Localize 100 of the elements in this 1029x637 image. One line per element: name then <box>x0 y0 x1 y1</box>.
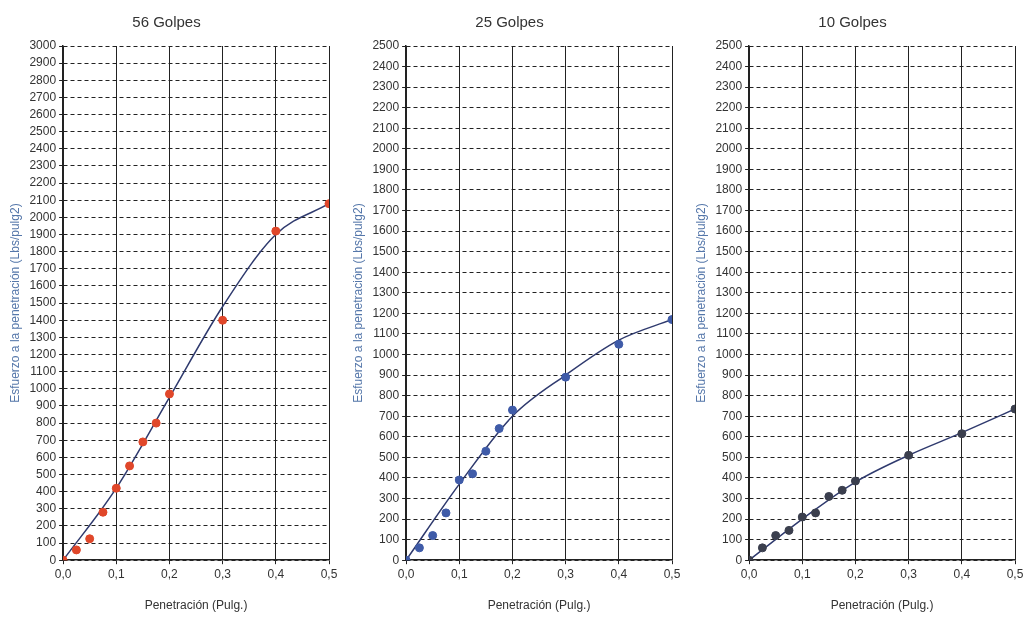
y-tick-label: 800 <box>36 415 57 430</box>
x-axis-title: Penetración (Pulg.) <box>487 598 591 613</box>
y-tick-label: 1600 <box>715 223 743 238</box>
y-tick-label: 2500 <box>715 38 743 53</box>
point <box>771 531 781 541</box>
point <box>614 339 624 349</box>
point <box>85 534 95 544</box>
y-tick-label: 900 <box>36 398 57 413</box>
point <box>507 405 517 415</box>
x-axis-title: Penetración (Pulg.) <box>830 598 934 613</box>
y-tick-label: 2300 <box>715 79 743 94</box>
y-tick-label: 2500 <box>29 124 57 139</box>
y-tick-label: 1000 <box>29 381 57 396</box>
y-tick-label: 2300 <box>29 158 57 173</box>
point <box>441 508 451 518</box>
y-tick-label: 2400 <box>372 58 400 73</box>
point <box>561 372 571 382</box>
point <box>111 483 121 493</box>
y-tick-label: 1800 <box>715 182 743 197</box>
point <box>757 543 767 553</box>
point <box>138 437 148 447</box>
y-tick-label: 2100 <box>715 120 743 135</box>
y-tick-label: 1200 <box>372 305 400 320</box>
y-tick-label: 100 <box>379 531 400 546</box>
y-tick-label: 900 <box>379 367 400 382</box>
y-tick-label: 1800 <box>372 182 400 197</box>
point <box>151 418 161 428</box>
y-tick-label: 700 <box>722 408 743 423</box>
y-tick-label: 200 <box>36 518 57 533</box>
x-tick-label: 0,0 <box>54 566 72 581</box>
point <box>271 226 281 236</box>
y-tick-label: 1100 <box>373 326 400 341</box>
x-tick-label: 0,2 <box>161 566 179 581</box>
point <box>454 475 464 485</box>
point <box>494 424 504 434</box>
y-tick-label: 1100 <box>716 326 743 341</box>
point <box>428 531 438 541</box>
y-tick-label: 0 <box>392 552 400 567</box>
y-tick-label: 300 <box>722 490 743 505</box>
x-tick-label: 0,3 <box>900 566 918 581</box>
y-tick-label: 2600 <box>29 106 57 121</box>
y-tick-label: 1300 <box>29 329 57 344</box>
x-tick-label: 0,4 <box>267 566 285 581</box>
x-tick-label: 0,4 <box>610 566 628 581</box>
y-tick-label: 1300 <box>715 285 743 300</box>
y-tick-label: 300 <box>379 490 400 505</box>
x-tick-label: 0,3 <box>557 566 575 581</box>
x-tick-label: 0,5 <box>1006 566 1024 581</box>
y-tick-label: 1500 <box>29 295 57 310</box>
y-tick-label: 0 <box>735 552 743 567</box>
point <box>784 525 794 535</box>
point <box>218 315 228 325</box>
y-tick-label: 800 <box>722 387 743 402</box>
y-tick-label: 400 <box>379 470 400 485</box>
y-tick-label: 1900 <box>372 161 400 176</box>
point <box>850 476 860 486</box>
y-tick-label: 900 <box>722 367 743 382</box>
y-tick-label: 1700 <box>715 202 743 217</box>
y-tick-label: 2200 <box>372 100 400 115</box>
point <box>481 446 491 456</box>
y-tick-label: 1300 <box>372 285 400 300</box>
y-tick-label: 200 <box>722 511 743 526</box>
y-tick-label: 2000 <box>372 141 400 156</box>
y-tick-label: 700 <box>379 408 400 423</box>
y-tick-label: 2000 <box>29 209 57 224</box>
y-tick-label: 1700 <box>29 261 57 276</box>
y-tick-label: 2100 <box>372 120 400 135</box>
y-axis-title: Esfuerzo a la penetración (Lbs/pulg2) <box>693 203 708 403</box>
y-tick-label: 500 <box>379 449 400 464</box>
y-tick-label: 1500 <box>715 243 743 258</box>
y-tick-label: 100 <box>722 531 743 546</box>
y-tick-label: 1400 <box>372 264 400 279</box>
point <box>468 469 478 479</box>
y-tick-label: 3000 <box>29 38 57 53</box>
x-tick-label: 0,5 <box>663 566 681 581</box>
y-tick-label: 700 <box>36 432 57 447</box>
y-tick-label: 1200 <box>715 305 743 320</box>
y-tick-label: 600 <box>36 449 57 464</box>
point <box>125 461 135 471</box>
x-tick-label: 0,2 <box>504 566 522 581</box>
point <box>98 507 108 517</box>
point <box>824 491 834 501</box>
y-tick-label: 600 <box>722 429 743 444</box>
y-tick-label: 400 <box>722 470 743 485</box>
y-tick-label: 1400 <box>715 264 743 279</box>
y-tick-label: 1100 <box>30 363 57 378</box>
y-axis-title: Esfuerzo a la penetración (Lbs/pulg2) <box>350 203 365 403</box>
y-tick-label: 0 <box>49 552 57 567</box>
x-tick-label: 0,2 <box>847 566 865 581</box>
y-tick-label: 2300 <box>372 79 400 94</box>
y-tick-label: 600 <box>379 429 400 444</box>
point <box>904 450 914 460</box>
y-tick-label: 800 <box>379 387 400 402</box>
x-tick-label: 0,5 <box>320 566 338 581</box>
chart-title: 10 Golpes <box>818 13 887 31</box>
y-tick-label: 1900 <box>715 161 743 176</box>
x-tick-label: 0,1 <box>107 566 125 581</box>
x-tick-label: 0,1 <box>450 566 468 581</box>
y-tick-label: 1500 <box>372 243 400 258</box>
x-tick-label: 0,0 <box>740 566 758 581</box>
